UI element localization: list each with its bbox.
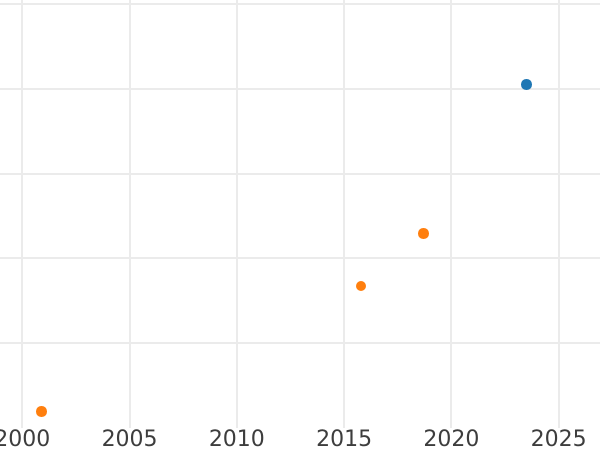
x-tick-label: 2025 xyxy=(530,427,587,450)
x-tick-label: 2020 xyxy=(423,427,480,450)
orange-series-point xyxy=(355,280,367,292)
h-gridline xyxy=(0,3,600,6)
h-gridline xyxy=(0,87,600,90)
v-gridline xyxy=(235,0,238,423)
blue-series-point xyxy=(521,79,532,90)
v-gridline xyxy=(128,0,131,423)
x-tick-label: 2000 xyxy=(0,427,51,450)
x-tick-mark xyxy=(128,423,131,428)
x-tick-label: 2010 xyxy=(208,427,265,450)
orange-series-point xyxy=(36,406,47,417)
x-tick-mark xyxy=(557,423,560,428)
x-tick-mark xyxy=(21,423,24,428)
v-gridline xyxy=(343,0,346,423)
x-tick-mark xyxy=(450,423,453,428)
v-gridline xyxy=(21,0,24,423)
v-gridline xyxy=(557,0,560,423)
x-tick-mark xyxy=(235,423,238,428)
x-tick-label: 2015 xyxy=(316,427,373,450)
v-gridline xyxy=(450,0,453,423)
plot-area xyxy=(0,0,600,423)
h-gridline xyxy=(0,172,600,175)
x-tick-mark xyxy=(343,423,346,428)
h-gridline xyxy=(0,341,600,344)
h-gridline xyxy=(0,257,600,260)
orange-series-point xyxy=(418,228,429,239)
x-tick-label: 2005 xyxy=(101,427,158,450)
